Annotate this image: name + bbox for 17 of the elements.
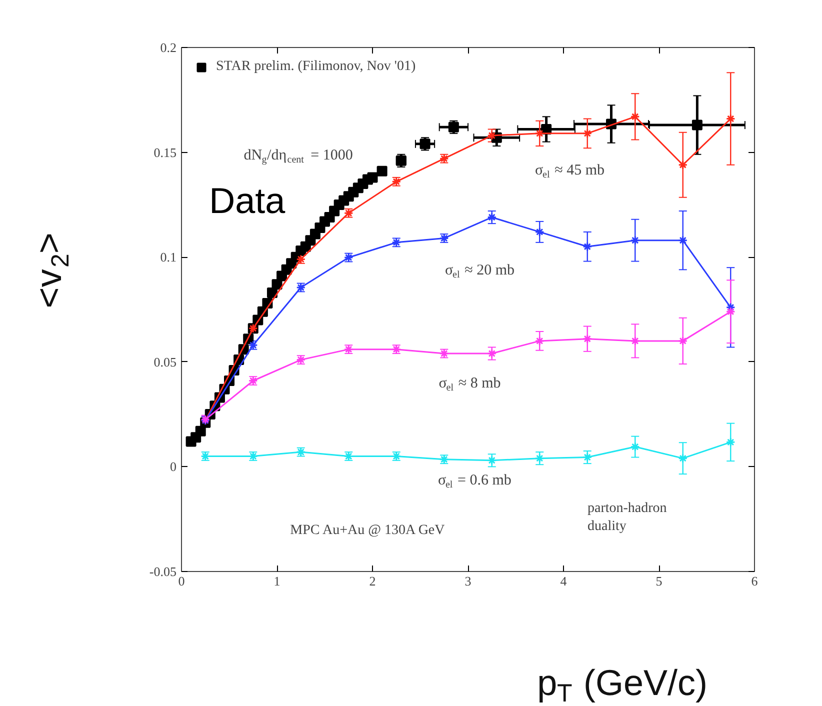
x-tick-label: 4 bbox=[560, 574, 568, 588]
y-tick-label: 0 bbox=[170, 459, 176, 474]
x-tick-label: 2 bbox=[369, 574, 376, 588]
y-axis-title: <v2> bbox=[28, 232, 74, 308]
y-tick-label: 0.1 bbox=[160, 250, 176, 265]
x-tick-label: 5 bbox=[656, 574, 662, 588]
legend-label: STAR prelim. (Filimonov, Nov '01) bbox=[216, 59, 416, 75]
annotation: Data bbox=[209, 180, 286, 221]
annotation: parton-hadron duality bbox=[588, 501, 667, 534]
annotation: MPC Au+Au @ 130A GeV bbox=[290, 523, 445, 538]
y-tick-label: 0.15 bbox=[154, 144, 176, 160]
x-tick-label: 3 bbox=[464, 574, 472, 588]
y-tick-label: -0.05 bbox=[149, 564, 177, 579]
y-tick-label: 0.05 bbox=[154, 354, 176, 370]
x-tick-label: 1 bbox=[274, 574, 280, 588]
x-tick-label: 6 bbox=[751, 574, 758, 588]
y-tick-label: 0.2 bbox=[160, 40, 176, 55]
